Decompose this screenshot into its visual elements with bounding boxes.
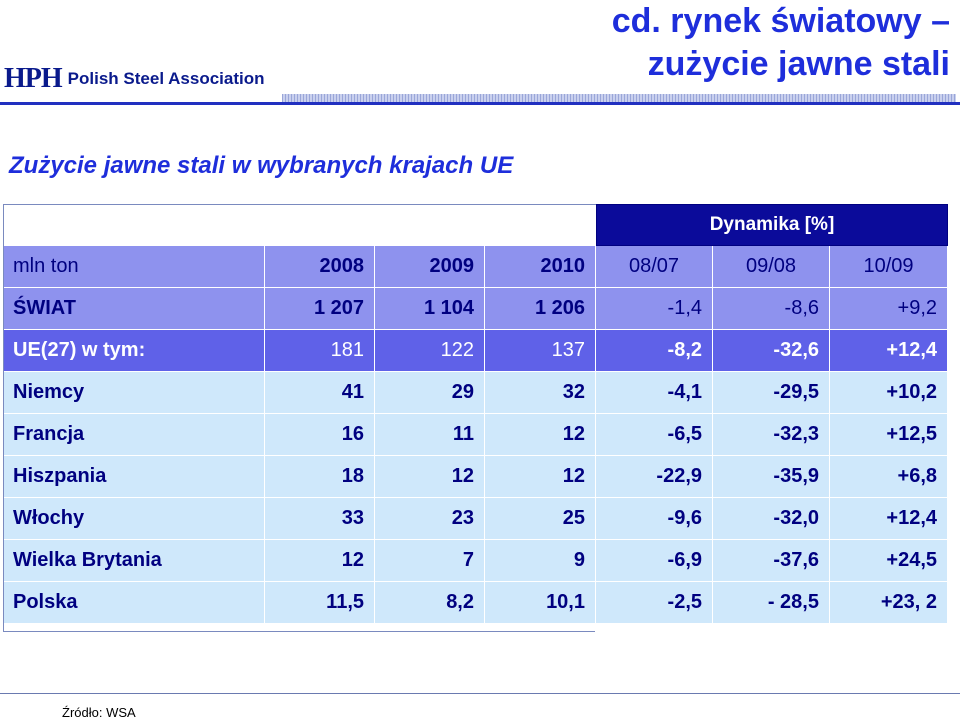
source-note: Źródło: WSA	[62, 705, 136, 720]
table-cell: 8,2	[375, 582, 485, 623]
table-cell: 25	[485, 498, 596, 539]
table-cell: -9,6	[596, 498, 713, 539]
table-cell: -4,1	[596, 372, 713, 413]
column-header: 2009	[375, 246, 485, 287]
column-header: 10/09	[830, 246, 948, 287]
table-row: UE(27) w tym: 181 122 137 -8,2 -32,6 +12…	[3, 330, 948, 372]
table-cell: 29	[375, 372, 485, 413]
table-cell: 33	[265, 498, 375, 539]
table-cell: +6,8	[830, 456, 948, 497]
table-cell: 11	[375, 414, 485, 455]
table-cell: 11,5	[265, 582, 375, 623]
row-label: Niemcy	[3, 372, 265, 413]
table-cell: +12,5	[830, 414, 948, 455]
table-cell: -6,9	[596, 540, 713, 581]
group-header-row: Dynamika [%]	[3, 204, 948, 246]
slide-title-line1: cd. rynek światowy –	[611, 2, 950, 40]
table-cell: 137	[485, 330, 596, 371]
row-label: Francja	[3, 414, 265, 455]
table-cell: -37,6	[713, 540, 830, 581]
table-cell: 12	[485, 456, 596, 497]
table-cell: 32	[485, 372, 596, 413]
header-band	[282, 94, 956, 102]
row-label: Włochy	[3, 498, 265, 539]
table-cell: +10,2	[830, 372, 948, 413]
table-cell: 1 207	[265, 288, 375, 329]
table-cell: +23, 2	[830, 582, 948, 623]
group-header-blank	[3, 204, 596, 246]
table-cell: -32,3	[713, 414, 830, 455]
table-cell: -32,0	[713, 498, 830, 539]
table-row: Francja 16 11 12 -6,5 -32,3 +12,5	[3, 414, 948, 456]
row-label: UE(27) w tym:	[3, 330, 265, 371]
table-cell: -8,6	[713, 288, 830, 329]
row-label: Polska	[3, 582, 265, 623]
footer-divider	[0, 693, 960, 694]
table-cell: 12	[485, 414, 596, 455]
table-cell: 12	[265, 540, 375, 581]
row-label: ŚWIAT	[3, 288, 265, 329]
column-header: 2010	[485, 246, 596, 287]
table-cell: 10,1	[485, 582, 596, 623]
table-cell: 41	[265, 372, 375, 413]
table-cell: 9	[485, 540, 596, 581]
table-cell: -6,5	[596, 414, 713, 455]
table-cell: +9,2	[830, 288, 948, 329]
table-cell: +12,4	[830, 330, 948, 371]
table-cell: - 28,5	[713, 582, 830, 623]
column-header: 09/08	[713, 246, 830, 287]
table-cell: -29,5	[713, 372, 830, 413]
header-divider	[0, 102, 960, 105]
table-cell: -8,2	[596, 330, 713, 371]
table-cell: 122	[375, 330, 485, 371]
table-cell: 181	[265, 330, 375, 371]
data-table: Dynamika [%] mln ton 2008 2009 2010 08/0…	[3, 204, 948, 624]
table-cell: 1 104	[375, 288, 485, 329]
table-cell: +12,4	[830, 498, 948, 539]
table-cell: -1,4	[596, 288, 713, 329]
row-label: Wielka Brytania	[3, 540, 265, 581]
table-cell: 23	[375, 498, 485, 539]
table-row: Włochy 33 23 25 -9,6 -32,0 +12,4	[3, 498, 948, 540]
table-row: Wielka Brytania 12 7 9 -6,9 -37,6 +24,5	[3, 540, 948, 582]
table-cell: 18	[265, 456, 375, 497]
logo: HPH Polish Steel Association	[4, 63, 265, 94]
table-cell: -35,9	[713, 456, 830, 497]
table-row: Polska 11,5 8,2 10,1 -2,5 - 28,5 +23, 2	[3, 582, 948, 624]
table-cell: 1 206	[485, 288, 596, 329]
row-label: Hiszpania	[3, 456, 265, 497]
table-cell: 12	[375, 456, 485, 497]
table-cell: +24,5	[830, 540, 948, 581]
table-cell: 7	[375, 540, 485, 581]
group-header-dynamics: Dynamika [%]	[596, 204, 948, 246]
column-header: 2008	[265, 246, 375, 287]
column-header: mln ton	[3, 246, 265, 287]
logo-mark: HPH	[4, 63, 63, 94]
table-cell: 16	[265, 414, 375, 455]
slide-title-line2: zużycie jawne stali	[647, 45, 950, 83]
table-row: ŚWIAT 1 207 1 104 1 206 -1,4 -8,6 +9,2	[3, 288, 948, 330]
logo-text: Polish Steel Association	[67, 69, 265, 88]
column-header-row: mln ton 2008 2009 2010 08/07 09/08 10/09	[3, 246, 948, 288]
table-row: Hiszpania 18 12 12 -22,9 -35,9 +6,8	[3, 456, 948, 498]
slide-title: cd. rynek światowy – zużycie jawne stali	[612, 0, 950, 86]
table-row: Niemcy 41 29 32 -4,1 -29,5 +10,2	[3, 372, 948, 414]
table-cell: -2,5	[596, 582, 713, 623]
table-cell: -22,9	[596, 456, 713, 497]
table-cell: -32,6	[713, 330, 830, 371]
table-title: Zużycie jawne stali w wybranych krajach …	[9, 152, 514, 179]
column-header: 08/07	[596, 246, 713, 287]
